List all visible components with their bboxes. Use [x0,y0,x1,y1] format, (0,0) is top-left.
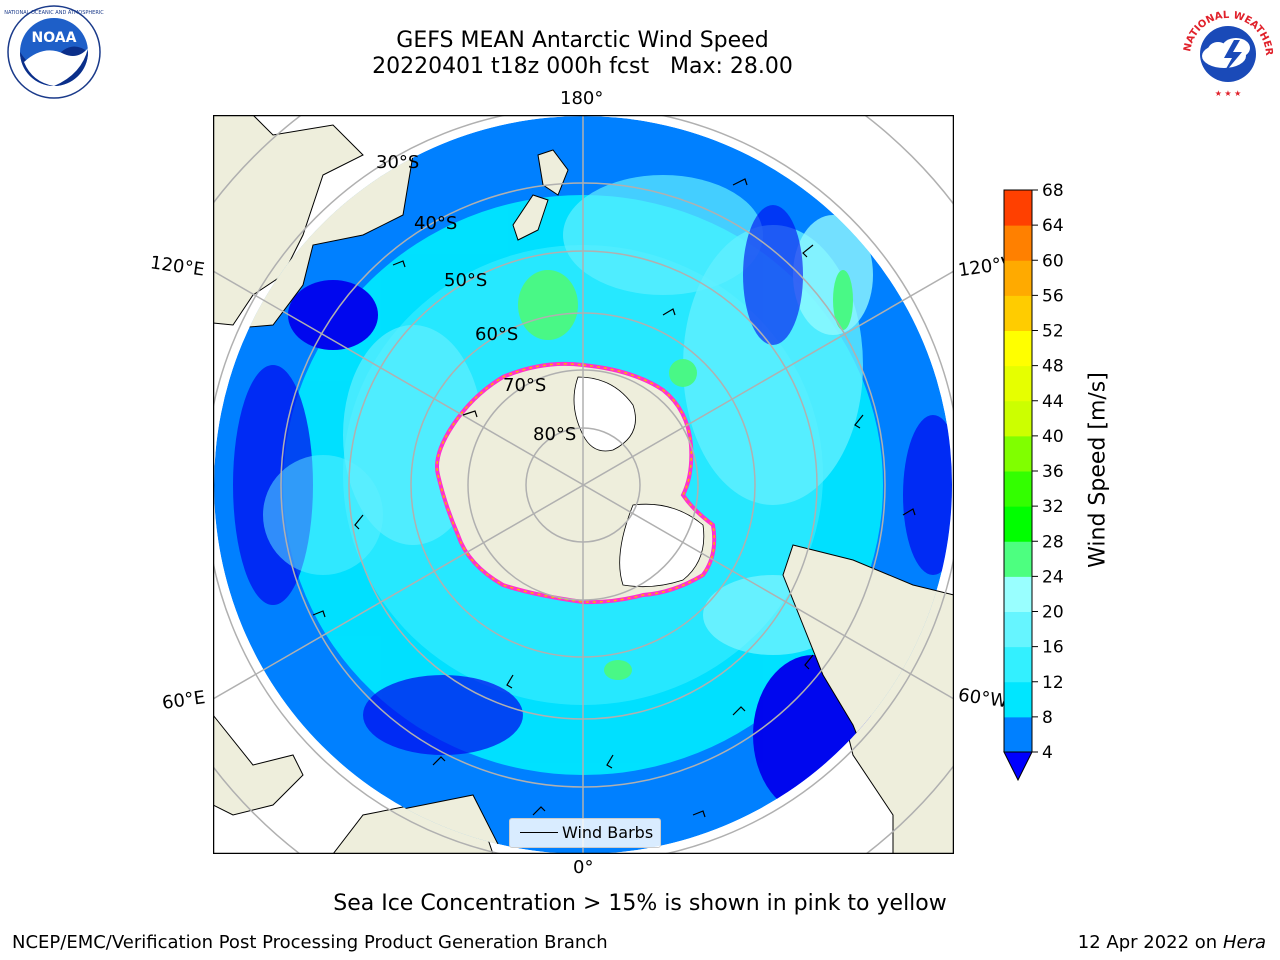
colorbar-tick-label: 4 [1042,743,1053,763]
nws-logo: NATIONAL WEATHER SERVICE ★ ★ ★ [1174,0,1278,100]
colorbar-band [1004,260,1032,296]
colorbar-band [1004,295,1032,331]
run-date: 12 Apr 2022 on [1077,932,1223,953]
colorbar-tick-label: 64 [1042,216,1064,236]
colorbar-tick-label: 36 [1042,462,1064,482]
sea-ice-note: Sea Ice Concentration > 15% is shown in … [333,891,947,916]
polar-map [212,114,955,855]
antarctica [435,361,717,605]
colorbar-band [1004,541,1032,577]
colorbar-tick-label: 8 [1042,708,1053,728]
colorbar-band [1004,681,1032,718]
map-subtitle: 20220401 t18z 000h fcst Max: 28.00 [372,54,793,79]
lon-label-180: 180° [560,88,604,109]
colorbar-band [1004,646,1032,683]
lat-label-30: 30°S [376,152,420,173]
colorbar-band [1004,190,1032,226]
lat-label-70: 70°S [503,375,547,396]
colorbar-tick-label: 28 [1042,532,1064,552]
colorbar-band [1004,506,1032,542]
wind-barb-legend-line [520,832,558,833]
colorbar-band [1004,365,1032,402]
colorbar-tick-label: 56 [1042,286,1064,306]
colorbar-tick-label: 24 [1042,567,1064,587]
colorbar-band [1004,611,1032,648]
lon-label-0: 0° [573,857,594,878]
colorbar-tick-label: 68 [1042,181,1064,201]
colorbar-tick-label: 12 [1042,673,1064,693]
colorbar-band [1004,716,1032,753]
legend-label: Wind Barbs [562,823,654,842]
svg-text:NATIONAL OCEANIC AND ATMOSPHER: NATIONAL OCEANIC AND ATMOSPHERIC [4,10,104,16]
colorbar-tick-label: 20 [1042,603,1064,623]
credit-line: NCEP/EMC/Verification Post Processing Pr… [12,932,608,953]
colorbar-band [1004,400,1032,437]
lon-label-120e: 120°E [148,252,206,281]
map-legend: Wind Barbs [509,818,661,848]
colorbar-tick-label: 60 [1042,251,1064,271]
host-name: Hera [1222,932,1266,953]
noaa-logo: NOAA NATIONAL OCEANIC AND ATMOSPHERIC [4,4,104,100]
colorbar-tick-label: 32 [1042,497,1064,517]
colorbar-tick-label: 48 [1042,357,1064,377]
lat-label-80: 80°S [533,424,577,445]
wind-barbs [312,178,916,818]
map-title: GEFS MEAN Antarctic Wind Speed [396,28,769,53]
lat-label-50: 50°S [444,270,488,291]
svg-text:★ ★ ★: ★ ★ ★ [1215,89,1242,98]
colorbar-band [1004,225,1032,261]
lon-label-60e: 60°E [160,687,207,714]
lat-label-40: 40°S [414,213,458,234]
colorbar: 4 8 12 16 20 24 28 32 36 40 44 48 52 56 60 64 68 [996,180,1096,790]
colorbar-band [1004,471,1032,507]
colorbar-tick-label: 52 [1042,322,1064,342]
colorbar-band [1004,330,1032,367]
graticule [213,115,954,854]
colorbar-tick-label: 16 [1042,638,1064,658]
colorbar-tick-label: 44 [1042,392,1064,412]
svg-text:NOAA: NOAA [32,30,77,46]
colorbar-band [1004,435,1032,472]
date-line: 12 Apr 2022 on Hera [1078,932,1266,953]
lat-label-60: 60°S [475,324,519,345]
colorbar-label: Wind Speed [m/s] [1085,372,1111,568]
colorbar-band [1004,576,1032,612]
colorbar-extend-arrow [1003,751,1033,782]
colorbar-tick-label: 40 [1042,427,1064,447]
